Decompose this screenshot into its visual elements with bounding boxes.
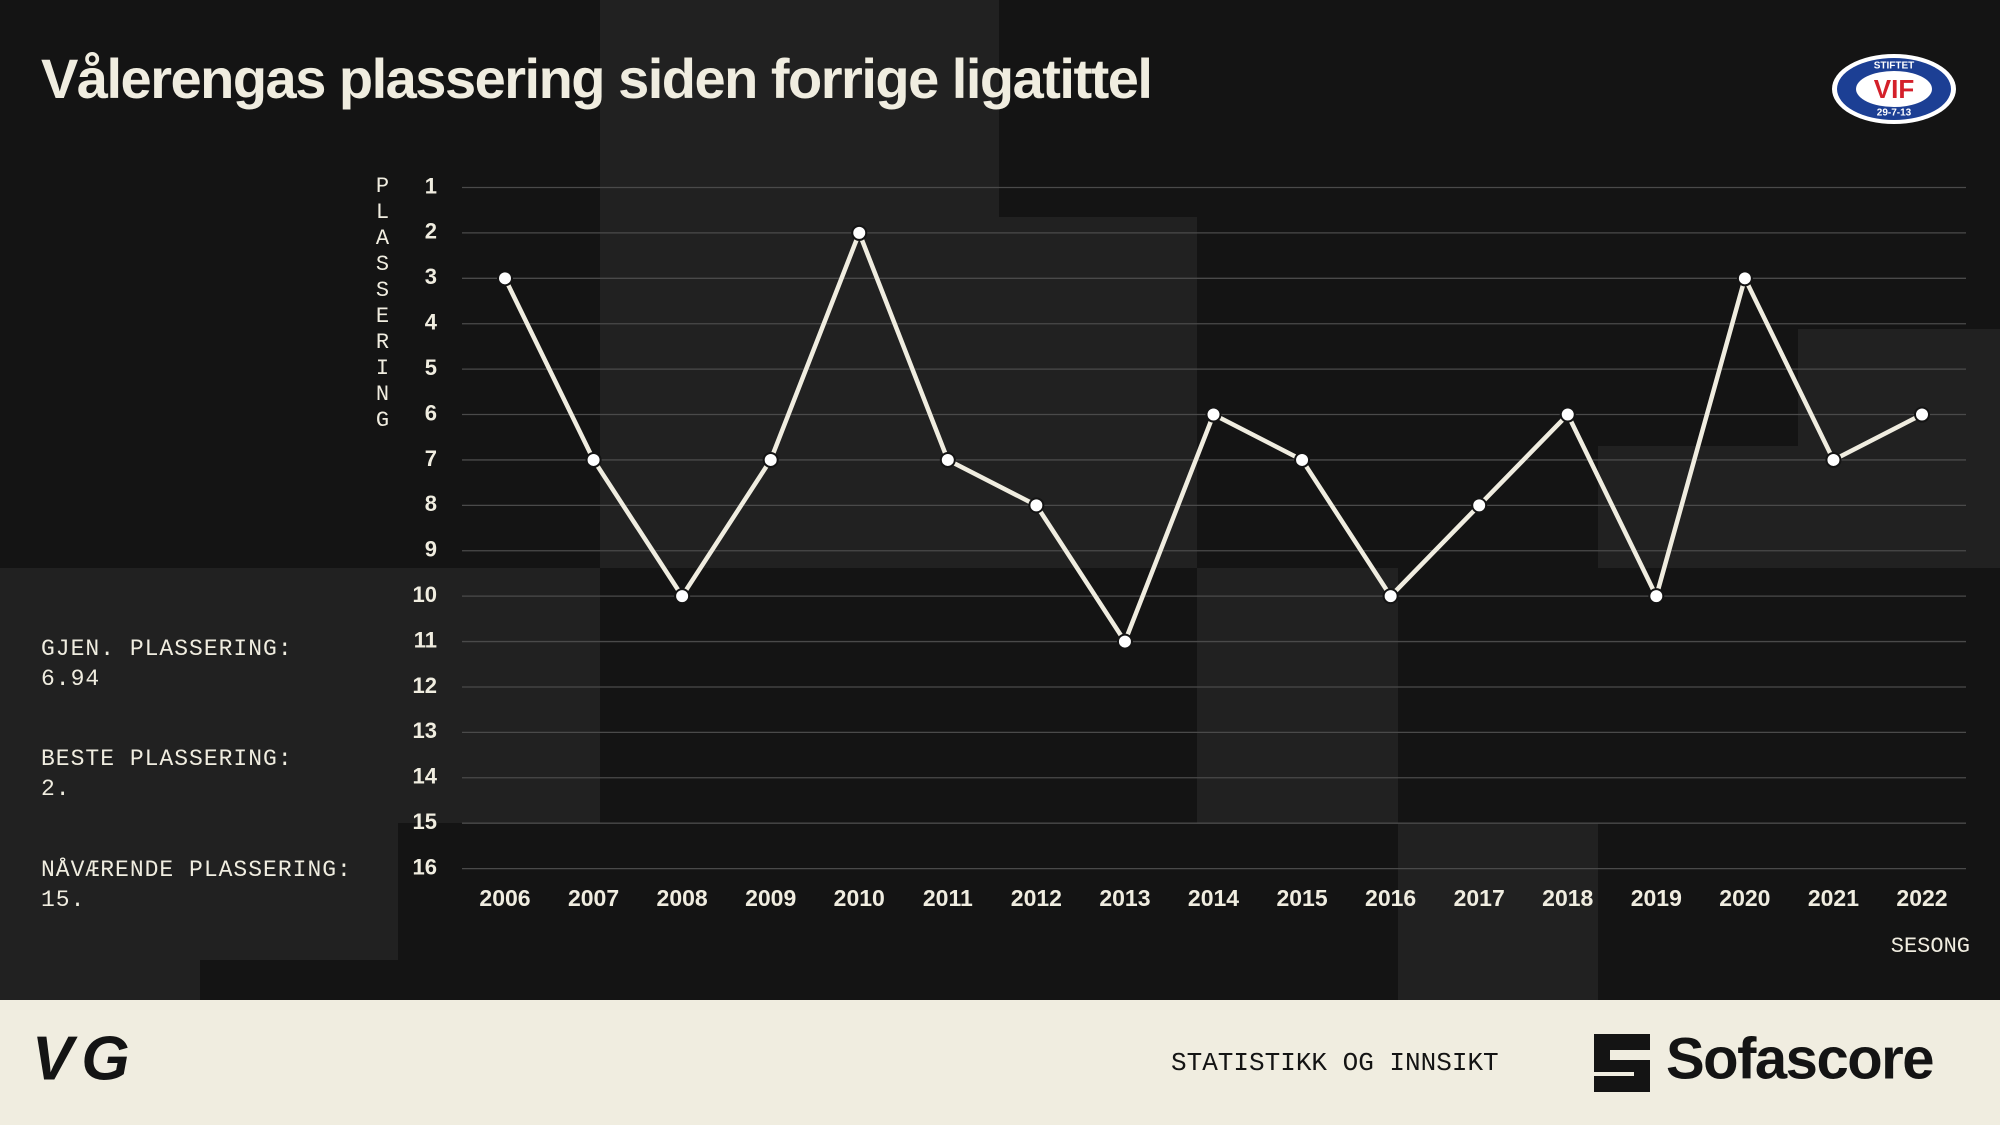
y-tick-label: 12	[413, 673, 437, 698]
y-tick-label: 10	[413, 582, 437, 607]
x-tick-label: 2013	[1099, 885, 1150, 911]
x-tick-label: 2020	[1719, 885, 1770, 911]
data-point	[1736, 270, 1753, 287]
y-axis-label: PLASSERING	[370, 174, 395, 434]
x-tick-label: 2014	[1188, 885, 1239, 911]
footer-tagline: STATISTIKK OG INNSIKT	[1171, 1048, 1499, 1078]
x-tick-label: 2021	[1808, 885, 1859, 911]
data-point	[1914, 406, 1930, 423]
data-point	[1559, 406, 1576, 423]
x-tick-label: 2012	[1011, 885, 1062, 911]
stat: GJEN. PLASSERING: 6.94	[41, 634, 293, 694]
y-tick-label: 9	[425, 537, 437, 562]
data-point	[585, 451, 602, 468]
y-tick-label: 6	[425, 400, 437, 425]
badge: STIFTET VIF 29-7-13	[1832, 54, 1956, 124]
stat: BESTE PLASSERING: 2.	[41, 744, 293, 804]
data-point	[497, 270, 513, 287]
x-tick-label: 2018	[1542, 885, 1593, 911]
data-point	[1382, 588, 1399, 605]
data-point	[1825, 451, 1842, 468]
stat-value: 6.94	[41, 666, 101, 692]
y-tick-label: 7	[425, 446, 437, 471]
y-tick-label: 14	[413, 764, 438, 789]
x-axis-label: SESONG	[1891, 934, 1970, 959]
x-tick-label: 2008	[657, 885, 708, 911]
footer	[0, 1000, 2000, 1125]
stat: NÅVÆRENDE PLASSERING: 15.	[41, 855, 352, 915]
y-tick-label: 8	[425, 491, 437, 516]
data-point	[1028, 497, 1045, 514]
x-tick-label: 2009	[745, 885, 796, 911]
y-tick-label: 1	[425, 173, 437, 198]
data-point	[1116, 633, 1133, 650]
data-point	[939, 451, 956, 468]
y-tick-label: 5	[425, 355, 437, 380]
badge-bottom: 29-7-13	[1877, 108, 1912, 119]
x-tick-label: 2016	[1365, 885, 1416, 911]
brand-icon	[1594, 1034, 1650, 1092]
y-tick-label: 13	[413, 718, 437, 743]
x-tick-label: 2015	[1276, 885, 1327, 911]
x-tick-label: 2006	[479, 885, 530, 911]
y-tick-label: 3	[425, 264, 437, 289]
x-tick-label: 2017	[1454, 885, 1505, 911]
chart-title: Vålerengas plassering siden forrige liga…	[41, 47, 1151, 110]
y-tick-label: 16	[413, 854, 437, 879]
x-tick-label: 2010	[834, 885, 885, 911]
data-point	[1471, 497, 1488, 514]
x-tick-label: 2022	[1896, 885, 1947, 911]
y-tick-label: 4	[425, 310, 438, 335]
stat-value: 2.	[41, 776, 71, 802]
data-point	[762, 451, 779, 468]
x-tick-label: 2011	[923, 885, 973, 911]
stat-label: BESTE PLASSERING:	[41, 746, 293, 772]
stat-label: GJEN. PLASSERING:	[41, 636, 293, 662]
badge-top: STIFTET	[1874, 61, 1915, 72]
stat-value: 15.	[41, 887, 86, 913]
footer-brand: Sofascore	[1666, 1026, 1933, 1091]
data-point	[851, 224, 868, 241]
y-tick-label: 15	[413, 809, 437, 834]
stat-label: NÅVÆRENDE PLASSERING:	[41, 857, 352, 883]
data-point	[1294, 451, 1311, 468]
data-point	[1648, 588, 1665, 605]
footer-logo: VG	[32, 1024, 138, 1093]
x-tick-label: 2007	[568, 885, 619, 911]
data-point	[674, 588, 691, 605]
background	[0, 0, 2000, 1000]
data-point	[1205, 406, 1222, 423]
y-tick-label: 2	[425, 219, 437, 244]
y-tick-label: 11	[414, 627, 437, 652]
badge-name: VIF	[1874, 74, 1914, 104]
x-tick-label: 2019	[1631, 885, 1682, 911]
